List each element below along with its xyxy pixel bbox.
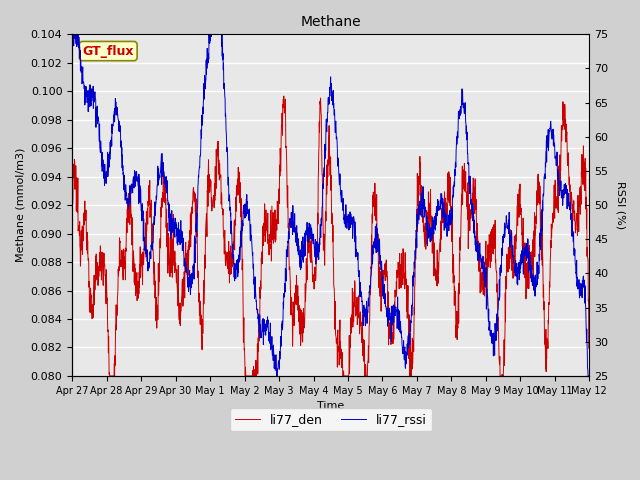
li77_den [476,257,484,263]
li77_rssi [95,119,102,124]
Title: Methane: Methane [300,15,361,29]
X-axis label: Time: Time [317,401,344,411]
li77_rssi [68,32,76,37]
Line: li77_den: li77_den [72,96,589,376]
li77_den [280,93,287,99]
li77_rssi [307,222,314,228]
li77_den [586,297,593,303]
li77_rssi [476,240,484,246]
li77_den [307,258,314,264]
Line: li77_rssi: li77_rssi [72,35,589,376]
Text: GT_flux: GT_flux [83,45,134,58]
li77_rssi [586,373,593,379]
li77_den [320,239,328,244]
li77_rssi [320,165,328,170]
li77_den [571,208,579,214]
li77_den [95,264,102,270]
Legend: li77_den, li77_rssi: li77_den, li77_rssi [230,408,432,431]
li77_den [106,373,113,379]
li77_den [571,218,579,224]
Y-axis label: Methane (mmol/m3): Methane (mmol/m3) [15,148,25,262]
li77_den [68,212,76,217]
li77_rssi [571,247,579,252]
li77_rssi [68,48,76,53]
li77_rssi [571,251,579,256]
Y-axis label: RSSI (%): RSSI (%) [615,181,625,229]
li77_rssi [273,373,280,379]
